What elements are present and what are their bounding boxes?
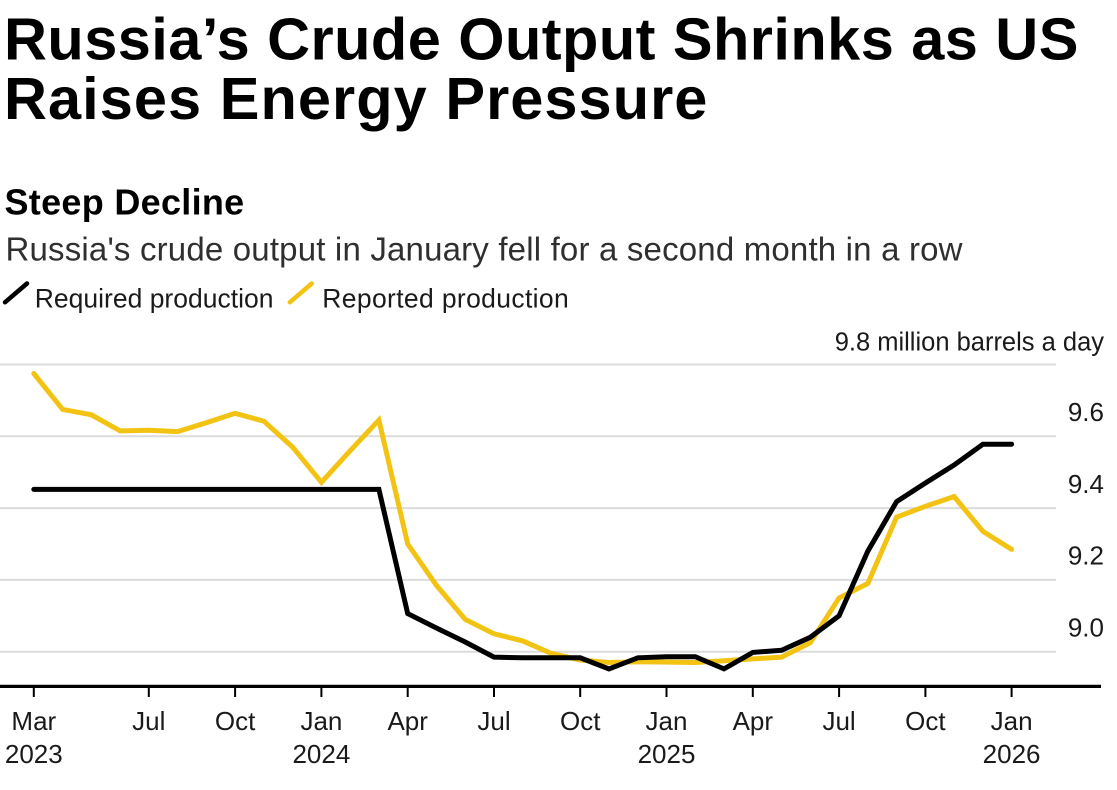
svg-text:Required production: Required production <box>35 284 274 314</box>
svg-text:2023: 2023 <box>5 739 63 769</box>
svg-text:9.2: 9.2 <box>1068 541 1104 571</box>
svg-text:Apr: Apr <box>733 706 774 736</box>
svg-text:2024: 2024 <box>292 739 350 769</box>
svg-text:9.6: 9.6 <box>1068 397 1104 427</box>
svg-text:Jan: Jan <box>991 706 1033 736</box>
svg-text:2025: 2025 <box>638 739 696 769</box>
svg-text:Jan: Jan <box>646 706 688 736</box>
svg-text:Oct: Oct <box>560 706 601 736</box>
svg-text:Mar: Mar <box>11 706 56 736</box>
svg-text:Jan: Jan <box>300 706 342 736</box>
svg-text:Apr: Apr <box>387 706 428 736</box>
svg-text:9.8 million barrels a day: 9.8 million barrels a day <box>835 328 1105 356</box>
svg-text:2026: 2026 <box>983 739 1041 769</box>
svg-text:Jul: Jul <box>822 706 855 736</box>
svg-text:Oct: Oct <box>905 706 946 736</box>
svg-text:Raises Energy Pressure: Raises Energy Pressure <box>4 65 708 132</box>
svg-text:9.0: 9.0 <box>1068 612 1104 642</box>
svg-text:Steep Decline: Steep Decline <box>5 182 245 223</box>
svg-text:Russia's crude output in Janua: Russia's crude output in January fell fo… <box>6 231 963 268</box>
svg-text:Jul: Jul <box>477 706 510 736</box>
svg-text:9.4: 9.4 <box>1068 469 1104 499</box>
svg-text:Reported production: Reported production <box>322 284 569 314</box>
svg-text:Jul: Jul <box>132 706 165 736</box>
svg-text:Russia’s Crude Output Shrinks: Russia’s Crude Output Shrinks as US <box>4 6 1079 73</box>
svg-text:Oct: Oct <box>215 706 256 736</box>
